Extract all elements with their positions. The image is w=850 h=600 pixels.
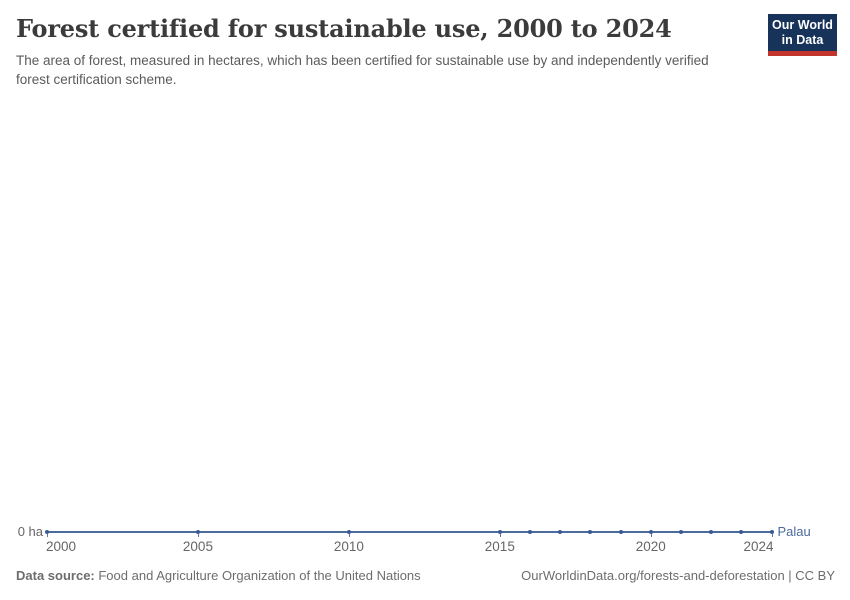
data-point-2019[interactable] [618, 530, 623, 534]
data-point-2018[interactable] [588, 530, 593, 534]
data-point-2016[interactable] [528, 530, 532, 534]
x-tick-label-2010: 2010 [333, 539, 364, 554]
data-point-2021[interactable] [678, 530, 683, 534]
x-tick-2024 [771, 533, 773, 537]
x-tick-2015 [499, 533, 501, 537]
owid-logo[interactable]: Our World in Data [768, 14, 837, 56]
y-axis-zero-label: 0 ha [17, 524, 43, 539]
data-source-value: Food and Agriculture Organization of the… [94, 568, 421, 583]
x-tick-2005 [197, 533, 199, 537]
data-point-2017[interactable] [558, 530, 563, 534]
x-tick-label-2015: 2015 [484, 539, 515, 554]
chart-title: Forest certified for sustainable use, 20… [16, 14, 672, 43]
x-tick-2020 [650, 533, 652, 537]
owid-logo-line1: Our World [772, 17, 833, 32]
data-point-2005[interactable] [195, 530, 200, 534]
data-source: Data source: Food and Agriculture Organi… [16, 568, 421, 583]
data-point-2024[interactable] [769, 530, 774, 534]
data-point-2020[interactable] [648, 530, 653, 534]
data-point-2015[interactable] [497, 530, 502, 534]
data-point-2010[interactable] [346, 530, 351, 534]
data-point-2023[interactable] [739, 530, 744, 534]
data-source-label: Data source: [16, 568, 95, 583]
x-tick-2010 [348, 533, 350, 537]
owid-logo-line2: in Data [781, 32, 824, 47]
data-point-2022[interactable] [709, 530, 714, 534]
x-tick-label-2020: 2020 [635, 539, 666, 554]
credit-link[interactable]: OurWorldinData.org/forests-and-deforesta… [521, 568, 835, 583]
x-tick-label-2024: 2024 [743, 539, 774, 554]
x-tick-label-2005: 2005 [182, 539, 213, 554]
x-tick-2000 [47, 533, 48, 537]
chart-subtitle: The area of forest, measured in hectares… [16, 53, 709, 87]
chart-footer: Data source: Food and Agriculture Organi… [16, 568, 835, 583]
entity-label-palau[interactable]: Palau [777, 524, 811, 539]
series-line-palau[interactable] [47, 531, 772, 533]
x-tick-label-2000: 2000 [46, 539, 77, 554]
data-point-2000[interactable] [45, 530, 49, 534]
